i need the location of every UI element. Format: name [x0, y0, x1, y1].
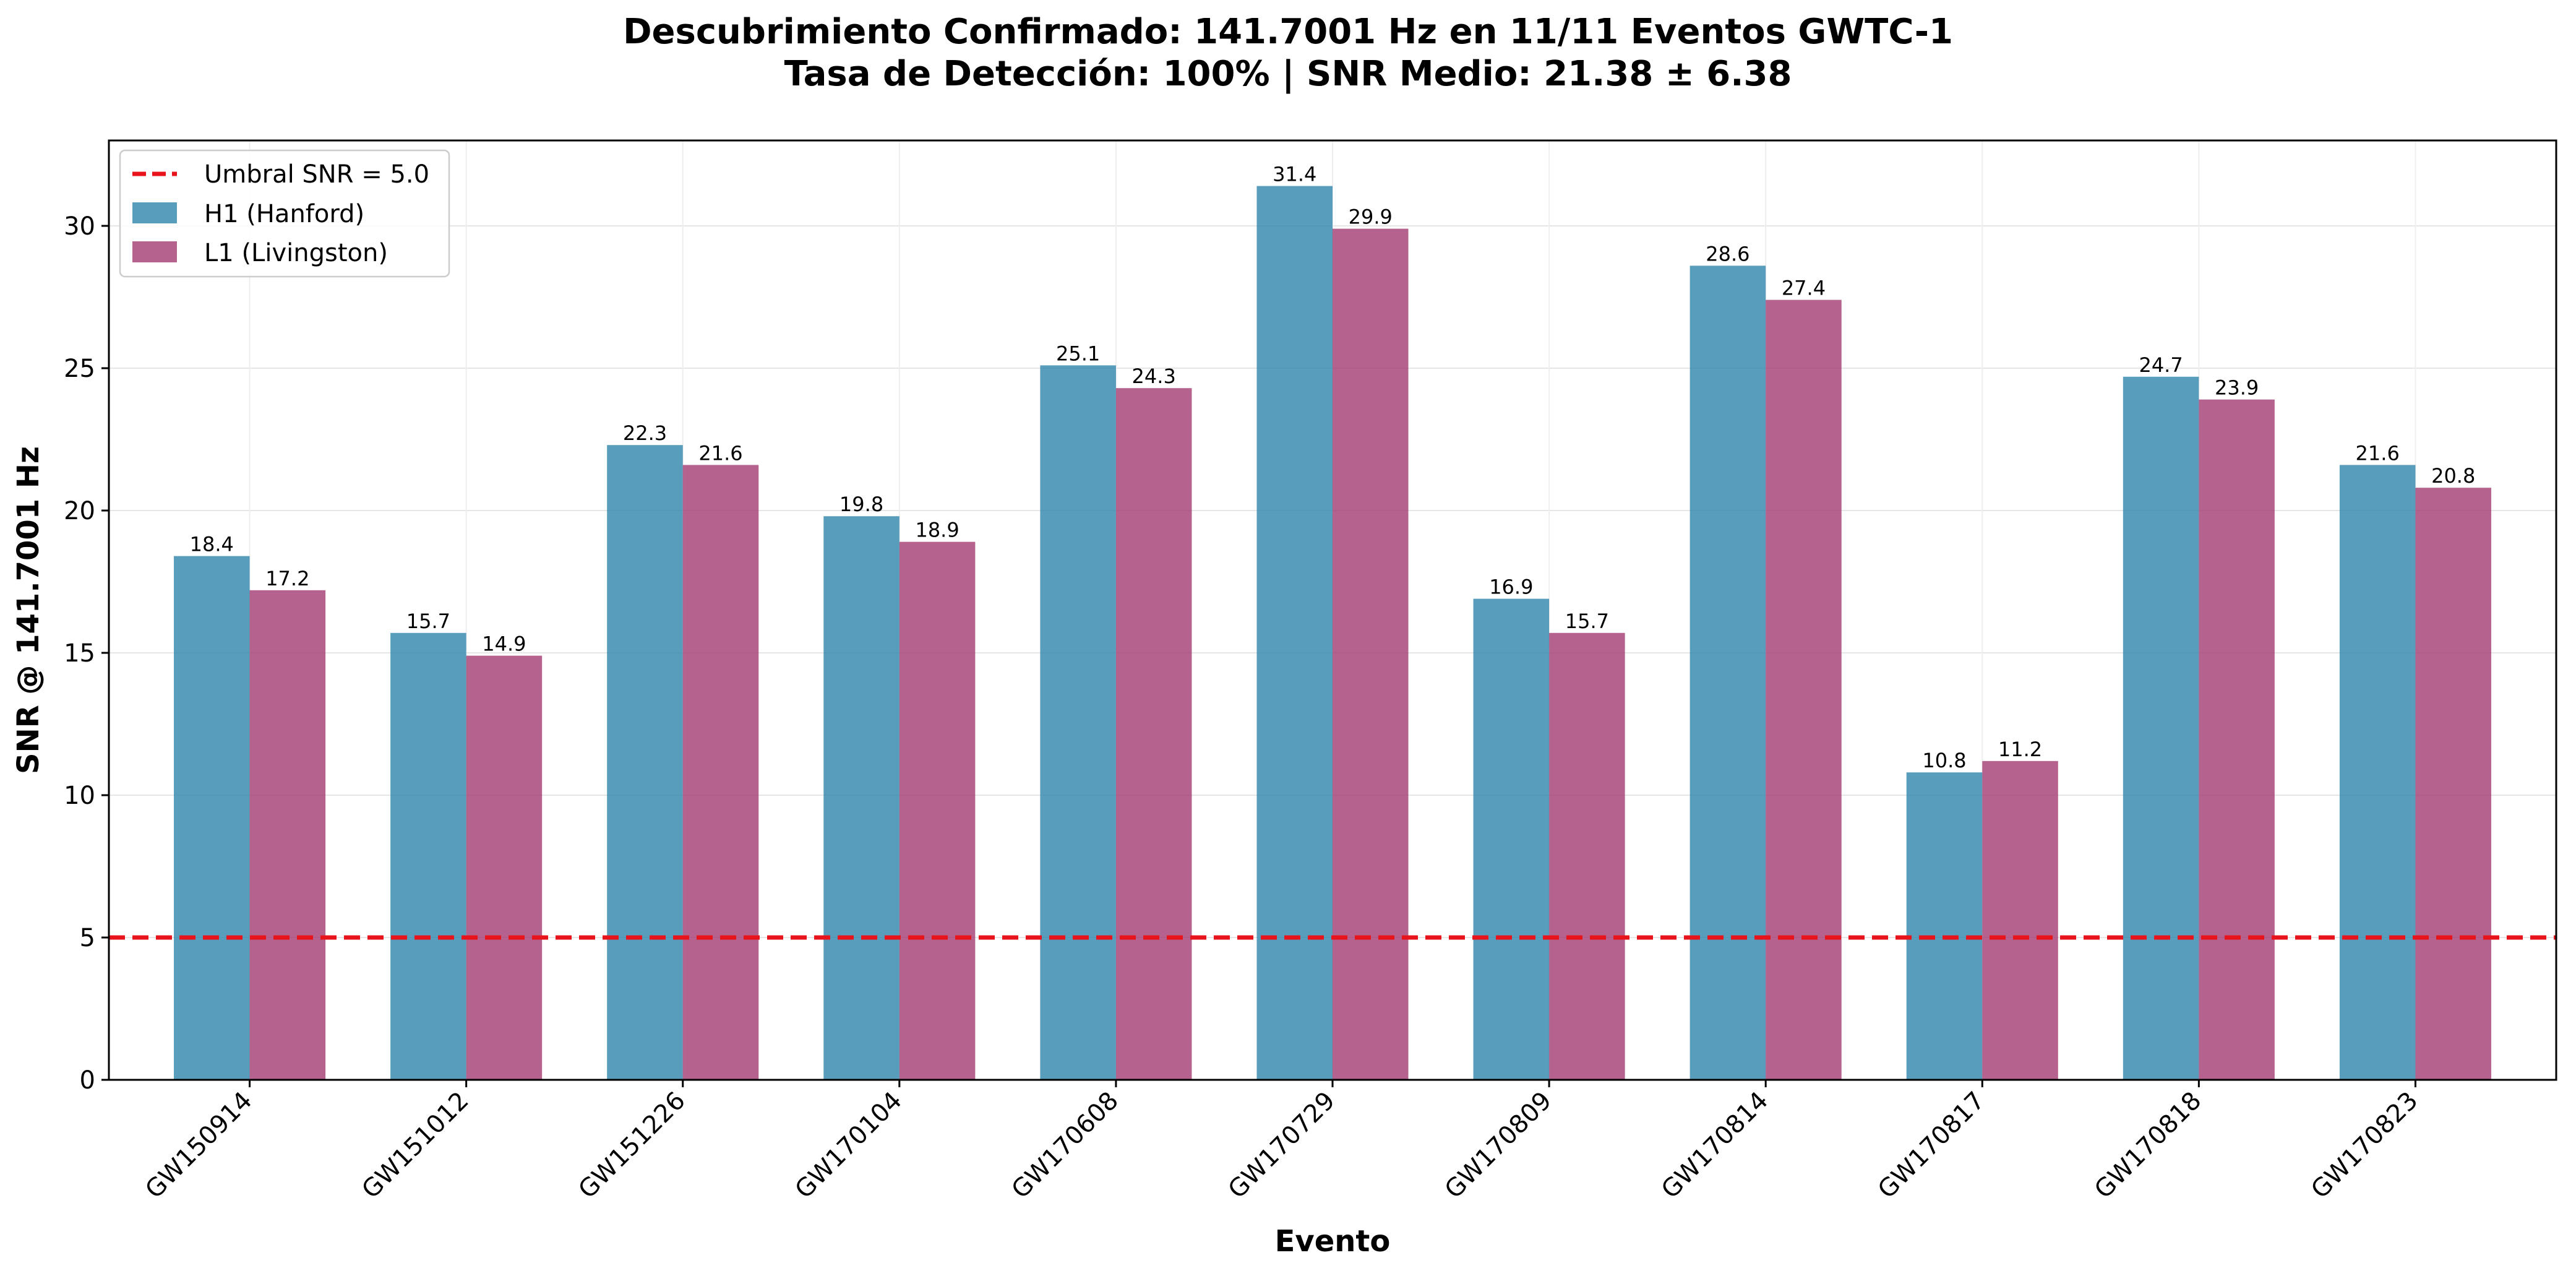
- chart-title-line2: Tasa de Detección: 100% | SNR Medio: 21.…: [784, 54, 1792, 94]
- bar-value-label-l1-GW170823: 20.8: [2431, 464, 2475, 488]
- y-axis-label: SNR @ 141.7001 Hz: [11, 446, 46, 774]
- bar-value-label-h1-GW170823: 21.6: [2356, 441, 2400, 465]
- x-tick-label-GW170729: GW170729: [1223, 1087, 1341, 1204]
- x-tick-label-GW170608: GW170608: [1007, 1087, 1124, 1204]
- bar-value-label-h1-GW170817: 10.8: [1922, 749, 1966, 772]
- bar-value-label-h1-GW170818: 24.7: [2139, 353, 2183, 377]
- x-tick-label-GW170818: GW170818: [2089, 1087, 2207, 1204]
- bar-h1-GW170817: [1906, 772, 1983, 1080]
- bar-l1-GW151012: [466, 655, 543, 1080]
- bar-h1-GW151226: [607, 445, 683, 1080]
- bar-l1-GW170104: [899, 541, 976, 1080]
- y-tick-label-3: 15: [64, 639, 95, 668]
- legend-swatch-h1: [132, 202, 177, 223]
- bar-value-label-l1-GW151226: 21.6: [698, 441, 742, 465]
- x-tick-label-GW170823: GW170823: [2306, 1087, 2423, 1204]
- bar-value-label-h1-GW170608: 25.1: [1056, 342, 1100, 365]
- y-tick-label-1: 5: [80, 924, 95, 952]
- bar-h1-GW170104: [823, 516, 899, 1080]
- bar-value-label-l1-GW170817: 11.2: [1998, 738, 2042, 761]
- x-tick-label-GW150914: GW150914: [140, 1087, 257, 1204]
- bar-value-label-h1-GW151012: 15.7: [406, 610, 450, 633]
- bar-h1-GW150914: [174, 556, 250, 1080]
- bar-h1-GW170823: [2339, 465, 2416, 1080]
- x-tick-label-GW170104: GW170104: [790, 1087, 908, 1204]
- bar-value-label-h1-GW170104: 19.8: [839, 493, 883, 516]
- bar-l1-GW170814: [1766, 300, 1842, 1080]
- bar-value-label-l1-GW170608: 24.3: [1132, 364, 1176, 388]
- bar-l1-GW170817: [1982, 761, 2058, 1080]
- x-tick-label-GW151226: GW151226: [573, 1087, 690, 1204]
- bar-h1-GW151012: [390, 632, 466, 1080]
- bar-l1-GW170823: [2415, 488, 2491, 1080]
- bar-h1-GW170608: [1040, 365, 1116, 1080]
- y-tick-label-6: 30: [64, 212, 95, 241]
- bar-l1-GW170608: [1115, 388, 1192, 1080]
- y-tick-label-2: 10: [64, 782, 95, 810]
- legend-box: [119, 149, 450, 278]
- legend-label-h1: H1 (Hanford): [204, 200, 364, 228]
- legend-label-l1: L1 (Livingston): [204, 239, 388, 267]
- bar-value-label-h1-GW151226: 22.3: [623, 421, 667, 445]
- y-tick-label-0: 0: [80, 1066, 95, 1095]
- y-tick-label-4: 20: [64, 497, 95, 525]
- x-tick-label-GW151012: GW151012: [356, 1087, 474, 1204]
- bar-l1-GW170818: [2199, 399, 2275, 1080]
- x-tick-label-GW170814: GW170814: [1656, 1087, 1774, 1204]
- x-axis: GW150914 GW151012 GW151226 GW170104 GW170608…: [140, 1080, 2424, 1204]
- bar-l1-GW170729: [1333, 228, 1409, 1080]
- x-axis-label: Evento: [1275, 1224, 1391, 1259]
- legend: Umbral SNR = 5.0 H1 (Hanford) L1 (Livingst…: [119, 149, 450, 278]
- bar-l1-GW150914: [249, 590, 326, 1080]
- chart-title-line1: Descubrimiento Confirmado: 141.7001 Hz e…: [623, 12, 1953, 52]
- bar-value-label-l1-GW150914: 17.2: [265, 567, 309, 590]
- bar-value-label-l1-GW170729: 29.9: [1349, 205, 1393, 229]
- bar-value-label-h1-GW170814: 28.6: [1706, 242, 1750, 265]
- bar-value-label-l1-GW170809: 15.7: [1565, 610, 1609, 633]
- bar-h1-GW170814: [1689, 265, 1766, 1080]
- bar-l1-GW170809: [1549, 632, 1625, 1080]
- bar-value-label-l1-GW170104: 18.9: [915, 519, 959, 542]
- y-axis: 0 5 10 15 20 25 30: [64, 212, 109, 1095]
- x-tick-label-GW170817: GW170817: [1873, 1087, 1990, 1204]
- bar-value-label-h1-GW170809: 16.9: [1489, 575, 1533, 599]
- bar-l1-GW151226: [682, 465, 759, 1080]
- legend-threshold-label: Umbral SNR = 5.0: [204, 160, 429, 189]
- bars-layer: 18.4 15.7 22.3 19.8 25.1 31.4 16.9 28.6 10.8 24.7…: [174, 163, 2491, 1080]
- bar-value-label-l1-GW151012: 14.9: [482, 632, 526, 656]
- bar-value-label-h1-GW150914: 18.4: [190, 533, 234, 556]
- bar-h1-GW170818: [2123, 376, 2199, 1080]
- bar-value-label-l1-GW170818: 23.9: [2215, 376, 2259, 400]
- bar-h1-GW170729: [1256, 186, 1333, 1080]
- bar-value-label-h1-GW170729: 31.4: [1273, 163, 1316, 186]
- bar-value-label-l1-GW170814: 27.4: [1782, 277, 1826, 300]
- legend-swatch-l1: [132, 241, 177, 262]
- bar-h1-GW170809: [1473, 598, 1550, 1080]
- x-tick-label-GW170809: GW170809: [1440, 1087, 1557, 1204]
- y-tick-label-5: 25: [64, 355, 95, 383]
